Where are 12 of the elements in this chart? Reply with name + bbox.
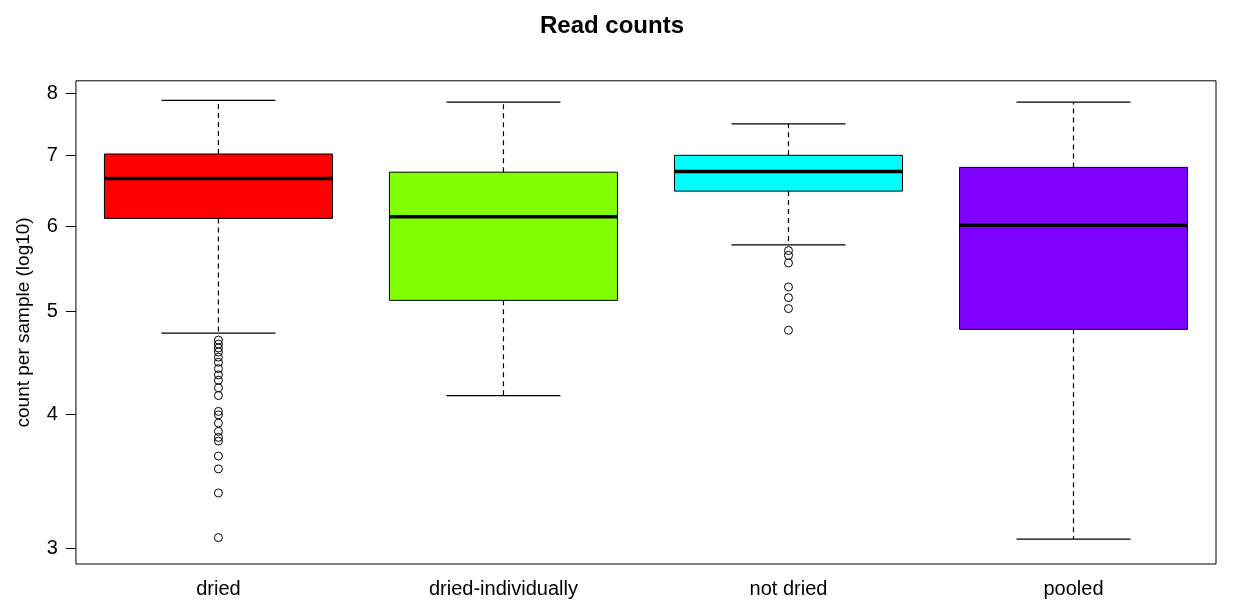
y-tick-label: 4: [46, 402, 58, 425]
y-tick-label: 3: [46, 535, 58, 558]
x-tick-label: dried-individually: [428, 576, 578, 599]
y-tick-label: 5: [46, 298, 58, 321]
y-tick-label: 6: [46, 214, 58, 237]
y-tick-label: 7: [46, 142, 58, 165]
y-axis-title: count per sample (log10): [11, 217, 33, 428]
x-tick-label: dried: [196, 576, 241, 599]
y-tick-label: 8: [46, 80, 58, 103]
x-tick-label: pooled: [1043, 576, 1104, 599]
x-tick-label: not dried: [749, 576, 828, 599]
chart-title: Read counts: [539, 11, 685, 39]
